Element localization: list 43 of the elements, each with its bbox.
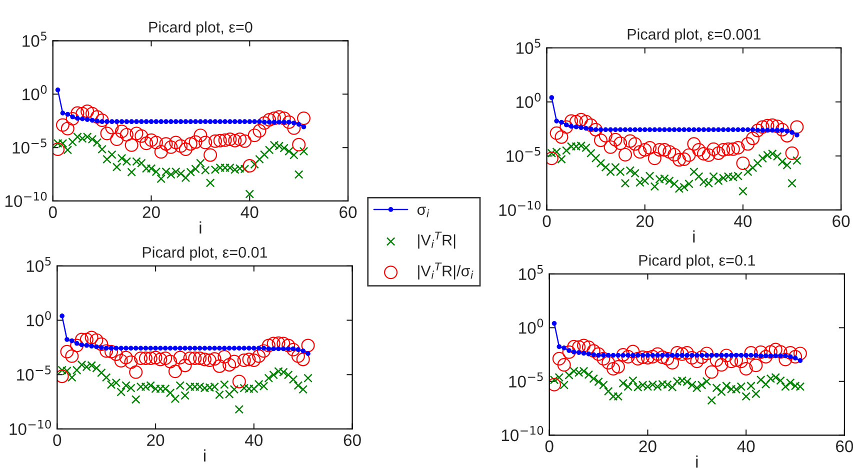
chart-title: Picard plot, ε=0.01 <box>142 246 268 261</box>
x-tick-label: 0 <box>53 434 62 446</box>
x-tick-label: 60 <box>344 434 361 446</box>
x-tick-label: 60 <box>340 206 357 218</box>
y-tick-label: 10$^{−5}$ <box>17 366 51 381</box>
legend-label: |V$_{i}$$^{T}$R| <box>418 232 456 249</box>
chart-title: Picard plot, ε=0.1 <box>639 254 755 269</box>
y-tick-label: 10$^{0}$ <box>516 92 541 108</box>
y-tick-label: 10$^{5}$ <box>22 32 46 47</box>
x-axis-title: i <box>204 449 206 462</box>
x-tick-label: 40 <box>245 434 263 446</box>
y-tick-label: 10$^{−10}$ <box>502 426 544 442</box>
x-axis-title: i <box>696 456 698 468</box>
y-tick-label: 10$^{0}$ <box>519 318 544 334</box>
x-tick-label: 40 <box>734 215 752 228</box>
y-tick-label: 10$^{−5}$ <box>506 146 540 162</box>
x-axis-title: i <box>693 230 695 242</box>
x-axis-title: i <box>200 221 202 234</box>
legend-label: σ$_{i}$ <box>417 206 430 218</box>
y-tick-label: 10$^{0}$ <box>26 311 51 326</box>
x-tick-label: 20 <box>636 215 654 228</box>
x-tick-label: 0 <box>48 206 57 218</box>
x-tick-label: 40 <box>737 440 755 452</box>
y-tick-label: 10$^{−10}$ <box>10 420 51 436</box>
legend-label: |V$_{i}$$^{T}$R|/σ$_{i}$ <box>418 262 474 280</box>
x-tick-label: 60 <box>836 440 853 452</box>
x-tick-label: 20 <box>142 206 160 218</box>
x-tick-label: 0 <box>545 440 554 452</box>
x-tick-label: 20 <box>639 440 656 452</box>
y-tick-label: 10$^{5}$ <box>516 38 540 54</box>
y-tick-label: 10$^{−5}$ <box>12 138 46 154</box>
y-tick-label: 10$^{5}$ <box>26 256 51 272</box>
chart-title: Picard plot, ε=0.001 <box>628 28 760 43</box>
y-tick-label: 10$^{−10}$ <box>499 200 541 216</box>
y-tick-label: 10$^{−10}$ <box>5 192 47 208</box>
chart-title: Picard plot, ε=0 <box>149 21 252 36</box>
x-tick-label: 40 <box>240 206 258 218</box>
y-tick-label: 10$^{−5}$ <box>509 372 543 388</box>
y-tick-label: 10$^{5}$ <box>519 265 543 280</box>
x-tick-label: 0 <box>542 215 551 228</box>
x-tick-label: 60 <box>832 215 850 228</box>
y-tick-label: 10$^{0}$ <box>22 85 47 100</box>
x-tick-label: 20 <box>147 434 164 446</box>
